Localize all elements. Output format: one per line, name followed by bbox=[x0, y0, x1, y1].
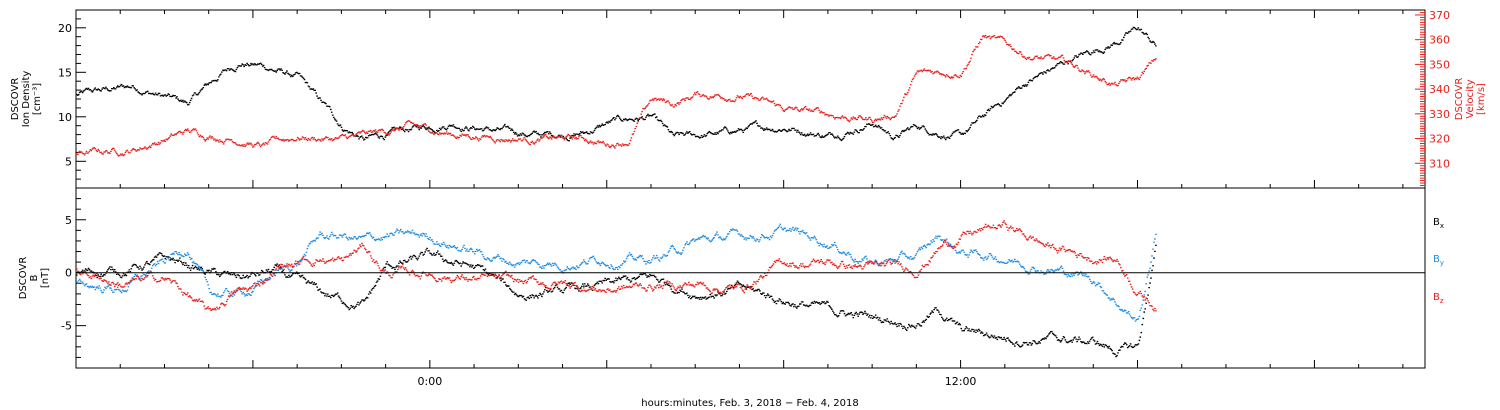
y-tick-label-right: 330 bbox=[1429, 108, 1450, 121]
legend: Bx By Bz bbox=[1433, 217, 1444, 305]
x-tick-label: 12:00 bbox=[945, 375, 977, 388]
y-tick-label: 10 bbox=[58, 111, 72, 124]
bottom-ylabel-line2: B bbox=[29, 274, 40, 281]
series-bx bbox=[76, 244, 1157, 358]
y-tick-label-right: 320 bbox=[1429, 133, 1450, 146]
y-tick-label: 0 bbox=[65, 267, 72, 280]
y-tick-label: 15 bbox=[58, 66, 72, 79]
top-right-ylabel-line1: DSCOVR bbox=[1454, 78, 1465, 121]
top-left-axis-ticks: 5 10 15 20 bbox=[58, 18, 86, 180]
legend-bx: Bx bbox=[1433, 217, 1444, 230]
top-left-ylabel-line2: Ion Density bbox=[21, 71, 32, 128]
top-left-ylabel-line1: DSCOVR bbox=[10, 78, 21, 121]
bottom-left-ylabel: DSCOVR B [nT] bbox=[18, 257, 51, 300]
legend-bz: Bz bbox=[1433, 292, 1444, 305]
top-panel-data bbox=[76, 26, 1157, 157]
y-tick-label-right: 350 bbox=[1429, 58, 1450, 71]
bottom-axis-ticks: -5 0 5 bbox=[61, 198, 86, 358]
top-right-ylabel-line3: [km/s] bbox=[1476, 83, 1487, 115]
y-tick-label-right: 310 bbox=[1429, 157, 1450, 170]
bottom-ylabel-line3: [nT] bbox=[40, 268, 51, 288]
y-tick-label-right: 340 bbox=[1429, 83, 1450, 96]
top-right-ylabel: DSCOVR Velocity [km/s] bbox=[1454, 78, 1487, 121]
legend-by: By bbox=[1433, 254, 1444, 267]
series-velocity bbox=[76, 34, 1157, 157]
bottom-panel-data bbox=[76, 220, 1157, 358]
x-axis-label: hours:minutes, Feb. 3, 2018 − Feb. 4, 20… bbox=[641, 398, 859, 409]
bottom-ylabel-line1: DSCOVR bbox=[18, 257, 29, 300]
y-tick-label: 20 bbox=[58, 22, 72, 35]
bottom-panel-frame bbox=[75, 187, 1426, 369]
y-tick-label: 5 bbox=[65, 155, 72, 168]
top-right-ylabel-line2: Velocity bbox=[1465, 79, 1476, 118]
x-axis-ticks: 0:00 12:00 bbox=[119, 10, 1404, 388]
y-tick-label: 5 bbox=[65, 214, 72, 227]
top-right-axis-ticks: 310 320 330 340 350 360 370 bbox=[1415, 9, 1450, 187]
top-panel-frame bbox=[75, 9, 1426, 189]
series-bz bbox=[76, 220, 1157, 312]
y-tick-label-right: 370 bbox=[1429, 9, 1450, 22]
top-left-ylabel-line3: [cm⁻³] bbox=[32, 83, 43, 115]
series-ion-density bbox=[76, 26, 1157, 142]
y-tick-label: -5 bbox=[61, 320, 72, 333]
top-left-ylabel: DSCOVR Ion Density [cm⁻³] bbox=[10, 71, 43, 128]
x-tick-label: 0:00 bbox=[417, 375, 442, 388]
y-tick-label-right: 360 bbox=[1429, 34, 1450, 47]
